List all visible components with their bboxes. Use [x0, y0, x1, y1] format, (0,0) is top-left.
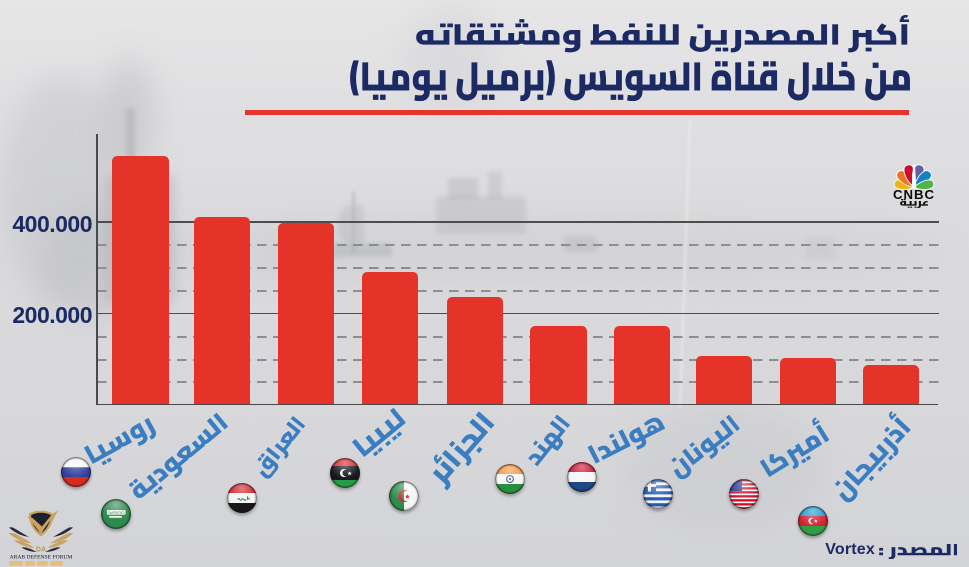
svg-text:CNBC: CNBC — [893, 187, 935, 202]
svg-text:DA: DA — [36, 545, 46, 554]
svg-text:ARAB DEFENSE FORUM: ARAB DEFENSE FORUM — [10, 555, 73, 561]
